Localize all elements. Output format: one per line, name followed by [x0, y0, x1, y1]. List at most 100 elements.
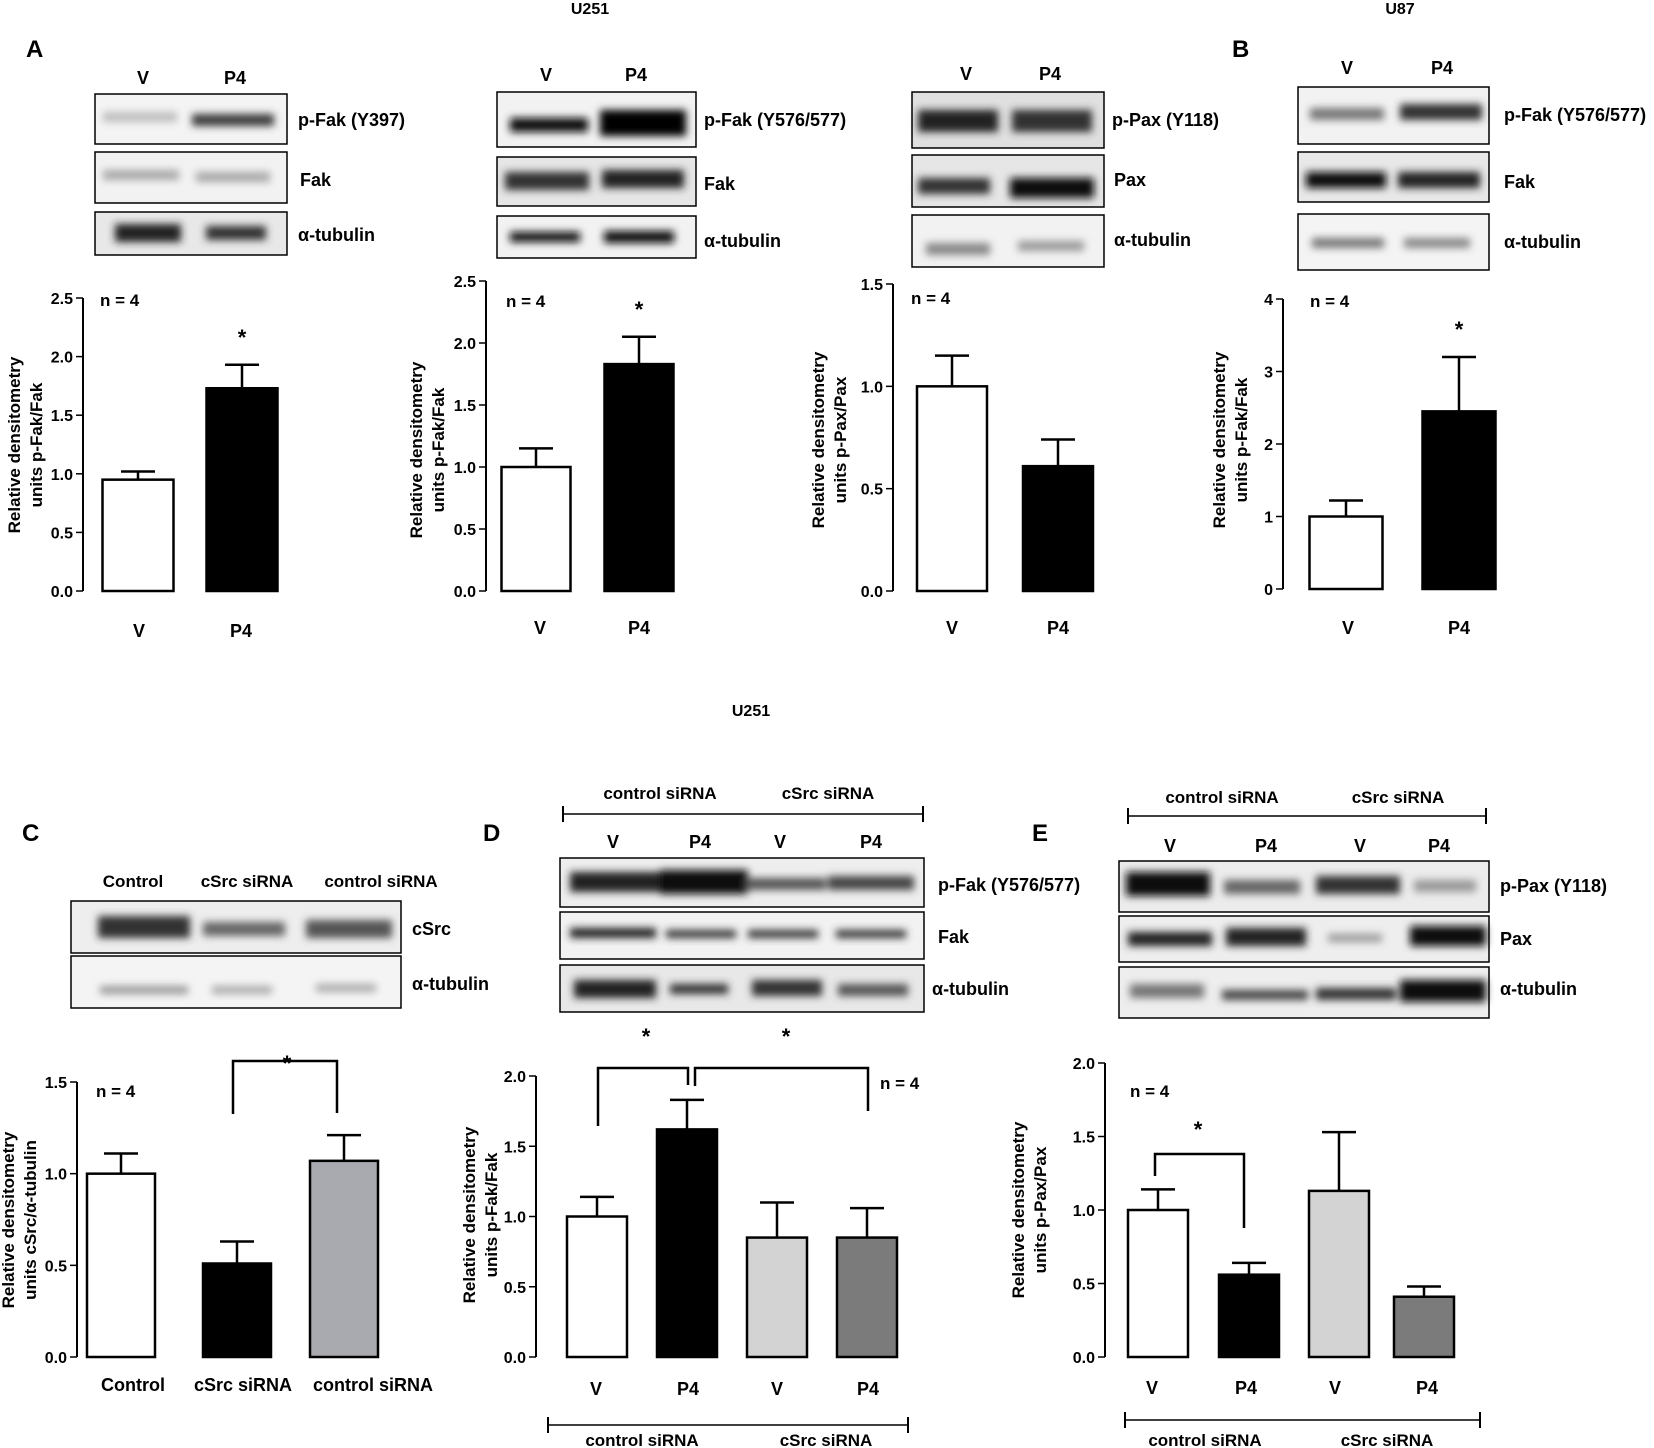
panel-letter-c: C — [22, 820, 39, 847]
blot-d-lane-4: P4 — [860, 832, 882, 852]
d-y-label-line-1: Relative densitometry — [460, 1126, 479, 1303]
blot-b-lane-1: V — [1341, 58, 1353, 78]
panel-letter-e: E — [1032, 820, 1048, 847]
e-bar — [1217, 1273, 1281, 1359]
b-y-tick-label: 0 — [1264, 582, 1273, 599]
u251-top-header: U251 — [571, 1, 609, 18]
u251-bottom-header: U251 — [732, 703, 770, 720]
e-x-tick-label: P4 — [1235, 1378, 1257, 1398]
chart-a1: 0.0 0.5 1.0 1.5 2.0 2.5 Relative densitometry u… — [5, 291, 279, 641]
a1-y-tick-label: 2.0 — [51, 350, 73, 367]
c-y-label-line-1: Relative densitometry — [0, 1131, 18, 1308]
b-bar — [1421, 410, 1497, 591]
e-significance-bracket — [1153, 1152, 1246, 1228]
blot-c-lane-3: control siRNA — [324, 872, 437, 891]
a3-n-label: n = 4 — [911, 289, 951, 308]
blot-a2-lane-2: P4 — [625, 65, 647, 85]
d-y-label-line-2: units p-Fak/Fak — [482, 1152, 501, 1277]
e-y-tick-label: 2.0 — [1073, 1056, 1095, 1073]
a3-bar — [1021, 464, 1095, 593]
b-y-label-line-1: Relative densitometry — [1210, 351, 1229, 528]
chart-a2: 0.0 0.5 1.0 1.5 2.0 2.5 Relative densitometry u… — [407, 274, 675, 638]
b-significance-star: * — [1455, 317, 1464, 342]
chart-c: 0.0 0.5 1.0 1.5 Relative densitometry units c… — [0, 1051, 433, 1395]
a2-x-tick-label: V — [534, 618, 546, 638]
e-bracket-star: * — [1194, 1117, 1203, 1142]
a2-y-tick-label: 1.5 — [454, 398, 476, 415]
b-x-tick-label: V — [1342, 618, 1354, 638]
d-bracket-star: * — [782, 1024, 791, 1049]
e-x-tick-label: V — [1329, 1378, 1341, 1398]
a3-x-tick-label: P4 — [1047, 618, 1069, 638]
a2-y-label-line-2: units p-Fak/Fak — [429, 387, 448, 512]
blot-e-group-2: cSrc siRNA — [1352, 788, 1445, 807]
blot-e: control siRNA cSrc siRNA V P4 V P4 p-Pax… — [1118, 788, 1607, 1019]
a2-y-tick-label: 0.5 — [454, 522, 476, 539]
c-x-tick-label: Control — [101, 1375, 165, 1395]
a1-n-label: n = 4 — [100, 291, 140, 310]
a2-y-tick-label: 2.0 — [454, 336, 476, 353]
d-y-tick-label: 1.5 — [504, 1139, 526, 1156]
blot-a3-row-3: α-tubulin — [1114, 230, 1191, 250]
d-y-tick-label: 1.0 — [504, 1210, 526, 1227]
e-n-label: n = 4 — [1130, 1082, 1170, 1101]
d-y-tick-label: 0.0 — [504, 1350, 526, 1367]
blot-d-group-1: control siRNA — [603, 784, 716, 803]
blot-d-lane-1: V — [607, 832, 619, 852]
u87-top-header: U87 — [1385, 1, 1414, 18]
e-bar — [1392, 1295, 1456, 1359]
e-group-label: cSrc siRNA — [1341, 1431, 1434, 1448]
blot-a2-row-3: α-tubulin — [704, 231, 781, 251]
blot-a3-lane-2: P4 — [1039, 64, 1061, 84]
blot-e-row-3: α-tubulin — [1500, 979, 1577, 999]
a1-significance-star: * — [238, 325, 247, 350]
e-y-tick-label: 1.0 — [1073, 1203, 1095, 1220]
blot-a1: V P4 p-Fak (Y397) Fak α-tubulin — [94, 68, 405, 256]
e-y-tick-label: 1.5 — [1073, 1130, 1095, 1147]
a1-y-label-line-2: units p-Fak/Fak — [27, 382, 46, 507]
blot-b: V P4 p-Fak (Y576/577) Fak α-tubulin — [1297, 58, 1646, 271]
b-y-tick-label: 4 — [1264, 292, 1273, 309]
d-bar — [745, 1236, 809, 1359]
blot-a3-lane-1: V — [960, 64, 972, 84]
blot-e-group-1: control siRNA — [1165, 788, 1278, 807]
a3-y-tick-label: 0.0 — [861, 584, 883, 601]
d-y-tick-label: 2.0 — [504, 1069, 526, 1086]
d-x-tick-label: V — [590, 1379, 602, 1399]
chart-a3: 0.0 0.5 1.0 1.5 Relative densitometry units p… — [809, 277, 1095, 638]
blot-e-row-1: p-Pax (Y118) — [1500, 876, 1607, 896]
blot-e-lane-1: V — [1164, 836, 1176, 856]
blot-b-lane-2: P4 — [1431, 58, 1453, 78]
a3-y-tick-label: 1.0 — [861, 379, 883, 396]
a1-y-label-line-1: Relative densitometry — [5, 356, 24, 533]
panel-letter-a: A — [26, 36, 43, 63]
e-y-label-line-2: units p-Pax/Pax — [1031, 1146, 1050, 1273]
e-bar — [1126, 1208, 1190, 1359]
panel-letter-d: D — [483, 820, 500, 847]
blot-c: Control cSrc siRNA control siRNA cSrc α-… — [70, 872, 489, 1009]
blot-a2: V P4 p-Fak (Y576/577) Fak α-tubulin — [496, 65, 846, 259]
blot-b-row-2: Fak — [1504, 172, 1536, 192]
c-n-label: n = 4 — [96, 1082, 136, 1101]
a3-y-label-line-1: Relative densitometry — [809, 351, 828, 528]
d-n-label: n = 4 — [880, 1074, 920, 1093]
a2-y-tick-label: 1.0 — [454, 460, 476, 477]
blot-e-lane-2: P4 — [1255, 836, 1277, 856]
d-y-tick-label: 0.5 — [504, 1280, 526, 1297]
e-x-tick-label: P4 — [1416, 1378, 1438, 1398]
blot-a2-lane-1: V — [540, 65, 552, 85]
blot-c-lane-1: Control — [103, 872, 163, 891]
blot-c-row-1: cSrc — [412, 919, 451, 939]
blot-c-lane-2: cSrc siRNA — [201, 872, 294, 891]
c-x-tick-label: control siRNA — [313, 1375, 433, 1395]
c-y-tick-label: 0.0 — [45, 1350, 67, 1367]
c-bar — [201, 1262, 273, 1359]
e-y-label-line-1: Relative densitometry — [1009, 1121, 1028, 1298]
blot-a3-row-1: p-Pax (Y118) — [1112, 110, 1219, 130]
d-bar — [655, 1128, 719, 1359]
c-y-tick-label: 0.5 — [45, 1258, 67, 1275]
blot-a1-row-1: p-Fak (Y397) — [298, 110, 405, 130]
blot-d-lane-2: P4 — [689, 832, 711, 852]
a2-y-tick-label: 0.0 — [454, 584, 476, 601]
